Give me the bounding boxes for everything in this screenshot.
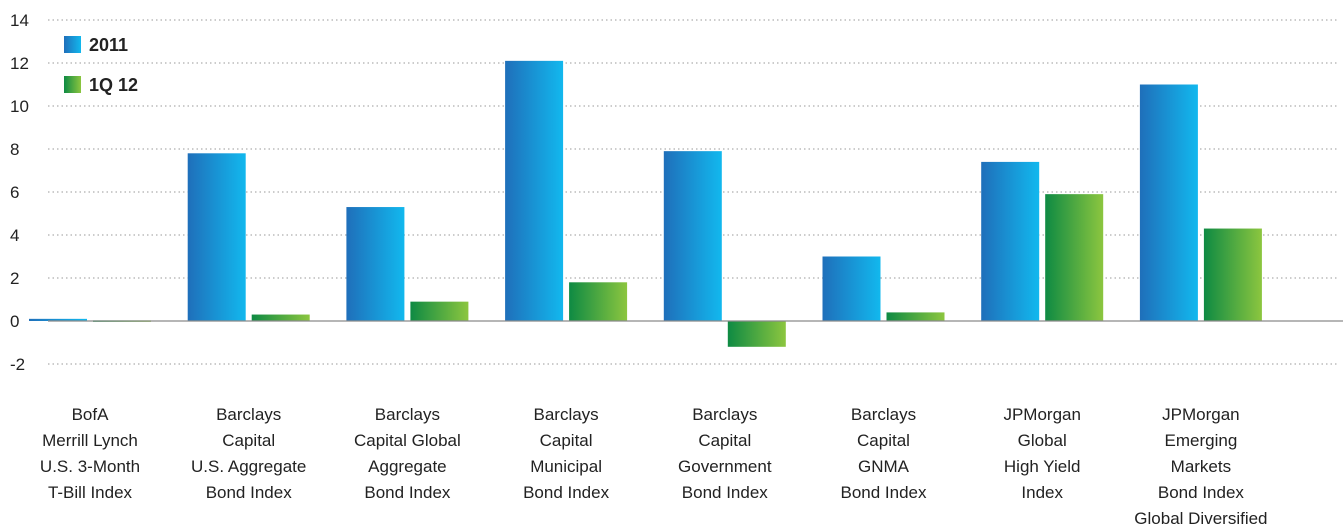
x-category-label-line: Government (678, 457, 772, 476)
bar-series-1q12 (727, 321, 786, 347)
x-category-label-line: GNMA (858, 457, 910, 476)
y-tick-label: 0 (10, 312, 19, 331)
x-category-label-line: Capital (222, 431, 275, 450)
x-category-label-line: BofA (72, 405, 110, 424)
legend-label: 2011 (89, 35, 128, 55)
x-category-label-line: Merrill Lynch (42, 431, 138, 450)
x-category-label-line: Barclays (375, 405, 440, 424)
x-category-label-line: Bond Index (1158, 483, 1245, 502)
x-category-label: Barclays Capital U.S. Aggregate Bond Index (191, 405, 306, 502)
x-category-label-line: Aggregate (368, 457, 446, 476)
x-category-label-line: JPMorgan (1162, 405, 1239, 424)
x-category-label: Barclays Capital Municipal Bond Index (523, 405, 610, 502)
x-category-label: JPMorgan Global High Yield Index (1003, 405, 1080, 502)
x-category-label-line: Capital (540, 431, 593, 450)
y-tick-label: 14 (10, 11, 29, 30)
x-category-label-line: Bond Index (206, 483, 293, 502)
x-category-label-line: High Yield (1004, 457, 1081, 476)
legend: 2011 1Q 12 (64, 35, 138, 95)
x-category-label-line: Barclays (216, 405, 281, 424)
x-category-label: Barclays Capital Government Bond Index (678, 405, 772, 502)
y-axis-ticks: -2 0 2 4 6 8 10 12 14 (10, 11, 29, 374)
legend-swatch (64, 36, 81, 53)
x-category-label-line: Bond Index (682, 483, 769, 502)
gridlines (48, 19, 1339, 365)
x-category-label-line: Capital Global (354, 431, 461, 450)
bar-series-1q12 (251, 314, 310, 321)
x-category-label-line: Bond Index (840, 483, 927, 502)
bar-series-2011 (981, 161, 1040, 321)
x-category-label-line: Global Diversified (1134, 509, 1267, 525)
y-tick-label: 6 (10, 183, 19, 202)
x-category-label-line: Barclays (851, 405, 916, 424)
y-tick-label: 8 (10, 140, 19, 159)
bar-series-1q12 (569, 282, 628, 321)
x-category-label-line: Bond Index (364, 483, 451, 502)
bar-series-1q12 (886, 312, 945, 321)
legend-swatch (64, 76, 81, 93)
bar-series-2011 (505, 60, 564, 321)
x-category-label: Barclays Capital GNMA Bond Index (840, 405, 927, 502)
y-tick-label: 12 (10, 54, 29, 73)
y-tick-label: 2 (10, 269, 19, 288)
bar-series-2011 (822, 256, 881, 321)
bar-series-1q12 (410, 301, 469, 321)
x-category-label-line: U.S. 3-Month (40, 457, 140, 476)
x-category-label-line: Global (1018, 431, 1067, 450)
x-category-label-line: Emerging (1165, 431, 1238, 450)
bars (29, 60, 1262, 347)
x-category-label-line: Bond Index (523, 483, 610, 502)
x-category-label-line: Barclays (534, 405, 599, 424)
bar-series-1q12 (1203, 228, 1262, 321)
x-category-label-line: Capital (857, 431, 910, 450)
x-category-label: Barclays Capital Global Aggregate Bond Inde… (354, 405, 461, 502)
bar-series-2011 (663, 151, 722, 321)
x-category-label-line: Capital (698, 431, 751, 450)
x-category-label-line: T-Bill Index (48, 483, 133, 502)
x-category-label-line: Markets (1171, 457, 1231, 476)
x-category-label: BofA Merrill Lynch U.S. 3-Month T-Bill Inde… (40, 405, 140, 502)
x-category-label-line: JPMorgan (1003, 405, 1080, 424)
legend-label: 1Q 12 (89, 75, 138, 95)
y-tick-label: -2 (10, 355, 25, 374)
y-tick-label: 10 (10, 97, 29, 116)
x-category-label-line: Municipal (530, 457, 602, 476)
bar-series-2011 (1139, 84, 1198, 321)
x-category-label-line: Barclays (692, 405, 757, 424)
x-category-label-line: U.S. Aggregate (191, 457, 306, 476)
bar-series-1q12 (1045, 194, 1104, 321)
category-labels: BofA Merrill Lynch U.S. 3-Month T-Bill Inde… (40, 405, 1268, 525)
bar-series-2011 (187, 153, 246, 321)
bar-series-2011 (346, 207, 405, 321)
x-category-label: JPMorgan Emerging Markets Bond Index Global … (1134, 405, 1267, 525)
bar-series-2011 (29, 318, 87, 321)
x-category-label-line: Index (1021, 483, 1063, 502)
y-tick-label: 4 (10, 226, 19, 245)
